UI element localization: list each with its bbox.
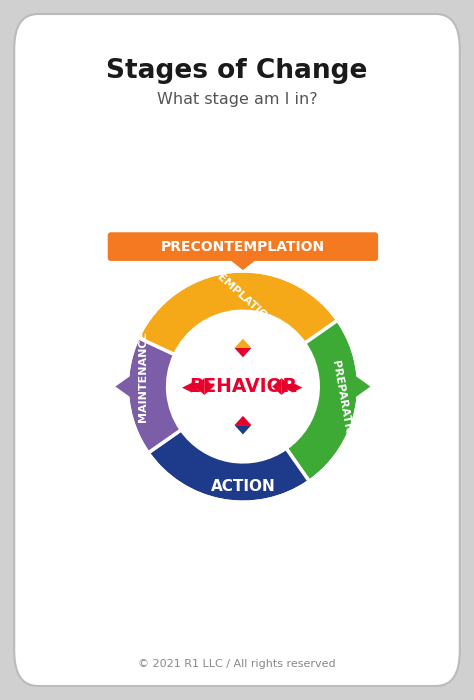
Wedge shape [148, 430, 310, 503]
Wedge shape [138, 271, 337, 355]
Text: ◀▶: ◀▶ [182, 380, 202, 393]
Polygon shape [235, 425, 251, 435]
Text: PREPARATION: PREPARATION [330, 360, 356, 447]
Polygon shape [195, 378, 204, 395]
Text: CONTEMPLATION: CONTEMPLATION [190, 249, 275, 328]
Wedge shape [127, 337, 181, 453]
Circle shape [168, 312, 318, 462]
Text: ◀▶: ◀▶ [283, 380, 304, 393]
Text: © 2021 R1 LLC / All rights reserved: © 2021 R1 LLC / All rights reserved [138, 659, 336, 668]
Polygon shape [282, 378, 291, 395]
Wedge shape [286, 320, 359, 482]
Polygon shape [355, 375, 370, 398]
Polygon shape [116, 375, 131, 398]
Text: What stage am I in?: What stage am I in? [157, 92, 317, 107]
Text: MAINTENANCE: MAINTENANCE [138, 330, 148, 422]
Text: Stages of Change: Stages of Change [106, 58, 368, 85]
Polygon shape [229, 259, 257, 270]
Polygon shape [235, 339, 251, 348]
Polygon shape [272, 378, 282, 395]
Polygon shape [235, 416, 251, 425]
Text: ACTION: ACTION [210, 479, 275, 494]
Polygon shape [204, 378, 214, 395]
Text: BEHAVIOR: BEHAVIOR [189, 377, 297, 396]
FancyBboxPatch shape [108, 232, 378, 261]
Text: PRECONTEMPLATION: PRECONTEMPLATION [161, 239, 325, 253]
Polygon shape [235, 348, 251, 357]
